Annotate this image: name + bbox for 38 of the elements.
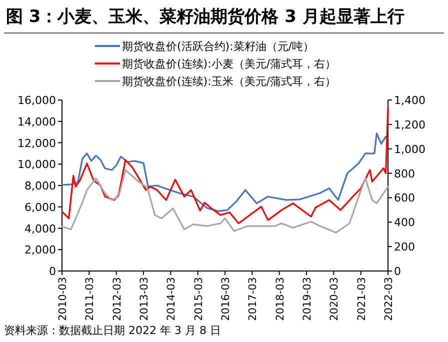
y2-tick-label: 200 <box>394 240 415 254</box>
y-tick-label: 16,000 <box>18 94 56 107</box>
y2-tick-label: 1,000 <box>394 142 426 156</box>
y-tick-label: 6,000 <box>24 200 56 214</box>
x-tick-label: 2022-03 <box>383 277 395 321</box>
y-tick-label: 8,000 <box>24 180 56 192</box>
x-tick-label: 2021-03 <box>356 277 368 321</box>
y2-tick-label: 0 <box>394 265 401 278</box>
y-tick-label: 10,000 <box>18 158 56 172</box>
x-tick-label: 2011-03 <box>84 277 96 321</box>
text: 资料来源：数据截止日期 2022 年 3 月 8 日 <box>4 324 221 337</box>
y-tick-label: 0 <box>49 265 56 278</box>
legend-label: 期货收盘价(活跃合约):菜籽油（元/吨） <box>122 40 314 53</box>
y-tick-label: 12,000 <box>18 136 56 150</box>
x-tick-label: 2020-03 <box>328 277 341 321</box>
y2-tick-label: 1,200 <box>394 118 426 132</box>
legend-label: 期货收盘价(连续):玉米（美元/蒲式耳，右） <box>122 75 336 88</box>
y-tick-label: 14,000 <box>18 115 56 128</box>
y2-tick-label: 400 <box>394 216 415 230</box>
line-series <box>61 169 389 234</box>
y2-tick-label: 800 <box>394 167 415 180</box>
y-tick-label: 2,000 <box>24 244 56 257</box>
legend-label: 期货收盘价(连续):小麦（美元/蒲式耳，右） <box>122 58 336 70</box>
x-tick-label: 2017-03 <box>247 277 260 321</box>
x-tick-label: 2013-03 <box>138 277 150 321</box>
x-tick-label: 2016-03 <box>220 277 232 321</box>
x-tick-label: 2018-03 <box>274 277 286 321</box>
chart-title: 图 3：小麦、玉米、菜籽油期货价格 3 月起显著上行 <box>6 7 404 27</box>
x-tick-label: 2014-03 <box>166 277 178 321</box>
line-series <box>61 132 389 212</box>
line-series <box>61 106 389 224</box>
y-tick-label: 4,000 <box>24 222 56 236</box>
x-tick-label: 2012-03 <box>111 277 124 321</box>
x-tick-label: 2015-03 <box>192 277 205 321</box>
y2-tick-label: 1,400 <box>394 94 426 107</box>
y2-tick-label: 600 <box>394 192 415 205</box>
x-tick-label: 2010-03 <box>57 277 69 321</box>
x-tick-label: 2019-03 <box>302 277 314 321</box>
